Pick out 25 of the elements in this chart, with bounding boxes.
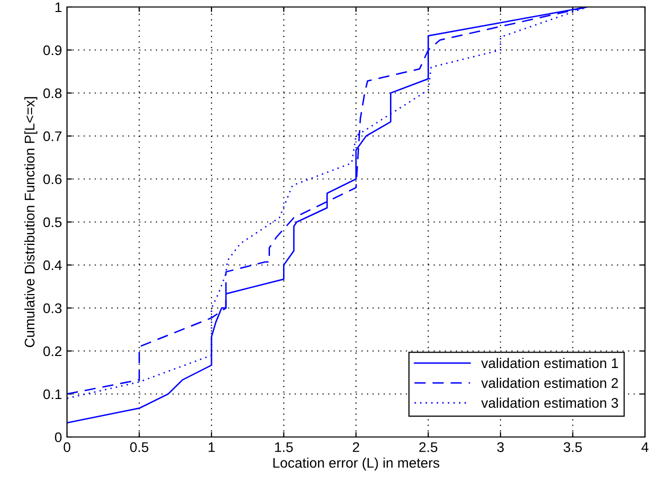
x-tick-label: 2 <box>352 442 360 452</box>
y-axis-title: Cumulative Distribution Function P[L<=x] <box>24 97 38 348</box>
x-tick-label: 1 <box>208 442 215 452</box>
y-tick-label: 0.4 <box>43 260 62 270</box>
x-tick-label: 4 <box>641 442 648 452</box>
y-tick-label: 0.6 <box>43 174 62 184</box>
x-tick-label: 0.5 <box>130 442 148 452</box>
y-tick-label: 0.2 <box>43 346 62 356</box>
legend-label: validation estimation 3 <box>481 398 618 408</box>
x-axis-title: Location error (L) in meters <box>273 458 440 471</box>
legend-label: validation estimation 2 <box>481 378 618 388</box>
y-tick-label: 0.9 <box>43 45 62 56</box>
x-tick-label: 2.5 <box>419 442 438 452</box>
y-tick-label: 1 <box>55 2 62 12</box>
y-tick-label: 0.5 <box>43 217 62 228</box>
y-tick-label: 0.8 <box>43 88 62 98</box>
legend-label: validation estimation 1 <box>481 358 618 368</box>
x-tick-label: 1.5 <box>275 442 293 452</box>
y-tick-label: 0.1 <box>43 389 62 400</box>
x-tick-label: 3 <box>497 442 504 452</box>
y-tick-label: 0.3 <box>43 303 62 314</box>
x-tick-label: 0 <box>64 442 70 452</box>
y-tick-label: 0 <box>54 432 62 442</box>
x-tick-label: 3.5 <box>564 442 582 452</box>
y-tick-label: 0.7 <box>43 131 62 142</box>
